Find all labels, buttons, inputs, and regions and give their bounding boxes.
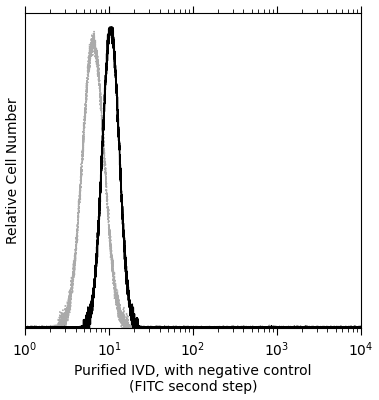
X-axis label: Purified IVD, with negative control
(FITC second step): Purified IVD, with negative control (FIT…: [74, 364, 312, 394]
Y-axis label: Relative Cell Number: Relative Cell Number: [6, 97, 20, 244]
